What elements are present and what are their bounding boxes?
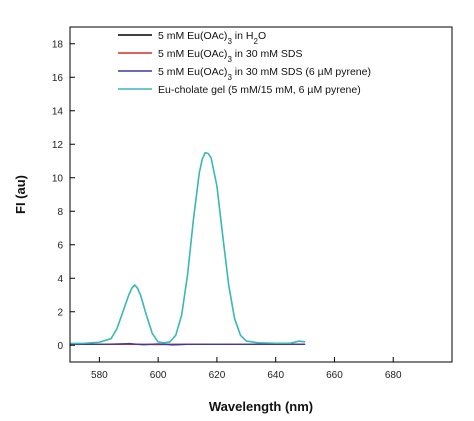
y-tick-label: 8 [57, 207, 63, 218]
y-tick-label: 12 [52, 140, 64, 151]
y-tick-label: 0 [57, 341, 63, 352]
x-axis-title: Wavelength (nm) [209, 399, 313, 414]
legend: 5 mM Eu(OAc)3 in H2O 5 mM Eu(OAc)3 in 30 … [118, 30, 371, 96]
legend-label: 5 mM Eu(OAc)3 in 30 mM SDS [158, 48, 303, 64]
y-tick-label: 10 [52, 173, 64, 184]
y-axis-title: FI (au) [13, 175, 28, 214]
legend-label: 5 mM Eu(OAc)3 in 30 mM SDS (6 µM pyrene) [158, 66, 371, 82]
y-tick-label: 14 [52, 106, 64, 117]
x-tick-label: 680 [385, 370, 402, 381]
legend-label: 5 mM Eu(OAc)3 in H2O [158, 30, 266, 46]
y-tick-label: 16 [52, 73, 64, 84]
x-tick-label: 600 [150, 370, 167, 381]
y-tick-label: 2 [57, 307, 63, 318]
axis-ticks: 580 600 620 640 660 680 0 2 4 6 8 10 12 14 16 18 [52, 39, 402, 381]
legend-label: Eu-cholate gel (5 mM/15 mM, 6 µM pyrene) [158, 84, 361, 96]
y-tick-label: 18 [52, 39, 64, 50]
x-tick-label: 580 [91, 370, 108, 381]
series-line-3 [70, 342, 306, 346]
y-tick-label: 4 [57, 274, 63, 285]
x-tick-label: 660 [326, 370, 343, 381]
x-tick-label: 640 [267, 370, 284, 381]
x-tick-label: 620 [209, 370, 226, 381]
y-tick-label: 6 [57, 240, 63, 251]
series-line-4 [69, 151, 306, 345]
plot-frame [69, 26, 453, 363]
series-group [69, 151, 306, 346]
